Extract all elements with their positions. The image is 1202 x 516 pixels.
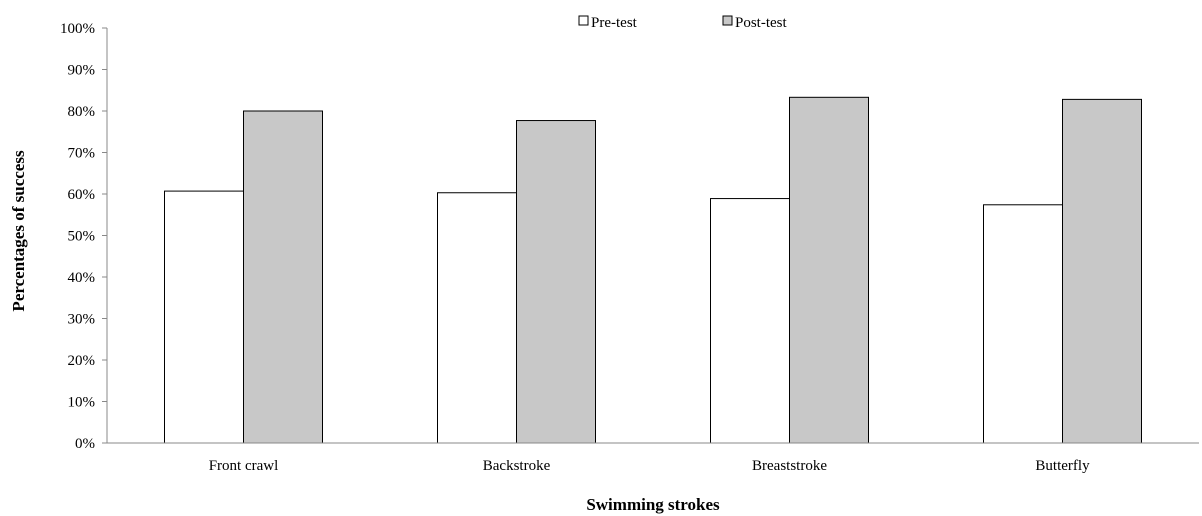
y-tick-label: 80% [68, 104, 96, 120]
y-tick-label: 60% [68, 187, 96, 203]
x-tick-label: Backstroke [483, 458, 551, 474]
y-tick-label: 20% [68, 353, 96, 369]
legend-label-pre-test: Pre-test [591, 15, 638, 31]
bar-post-test [244, 111, 323, 443]
y-tick-label: 40% [68, 270, 96, 286]
x-tick-label: Breaststroke [752, 458, 827, 474]
y-tick-label: 0% [75, 436, 95, 452]
y-tick-label: 10% [68, 395, 96, 411]
y-tick-label: 50% [68, 229, 96, 245]
y-tick-label: 30% [68, 312, 96, 328]
bar-pre-test [711, 199, 790, 443]
bar-pre-test [984, 205, 1063, 443]
y-tick-label: 90% [68, 63, 96, 79]
bar-pre-test [438, 193, 517, 443]
legend-label-post-test: Post-test [735, 15, 788, 31]
x-tick-label: Butterfly [1035, 458, 1090, 474]
bar-post-test [1063, 99, 1142, 443]
legend-swatch-pre-test [579, 16, 588, 25]
y-tick-label: 70% [68, 146, 96, 162]
legend-swatch-post-test [723, 16, 732, 25]
bar-post-test [790, 97, 869, 443]
x-tick-label: Front crawl [209, 458, 279, 474]
bar-pre-test [165, 191, 244, 443]
y-axis-title: Percentages of success [9, 150, 28, 312]
y-tick-label: 100% [60, 21, 95, 37]
bar-post-test [517, 121, 596, 443]
legend: Pre-test Post-test [579, 15, 788, 31]
x-axis-title: Swimming strokes [586, 495, 720, 514]
plot-area: 0% 10% 20% 30% 40% 50% 60% 70% 80% 90% 100% Front c… [60, 21, 1199, 474]
